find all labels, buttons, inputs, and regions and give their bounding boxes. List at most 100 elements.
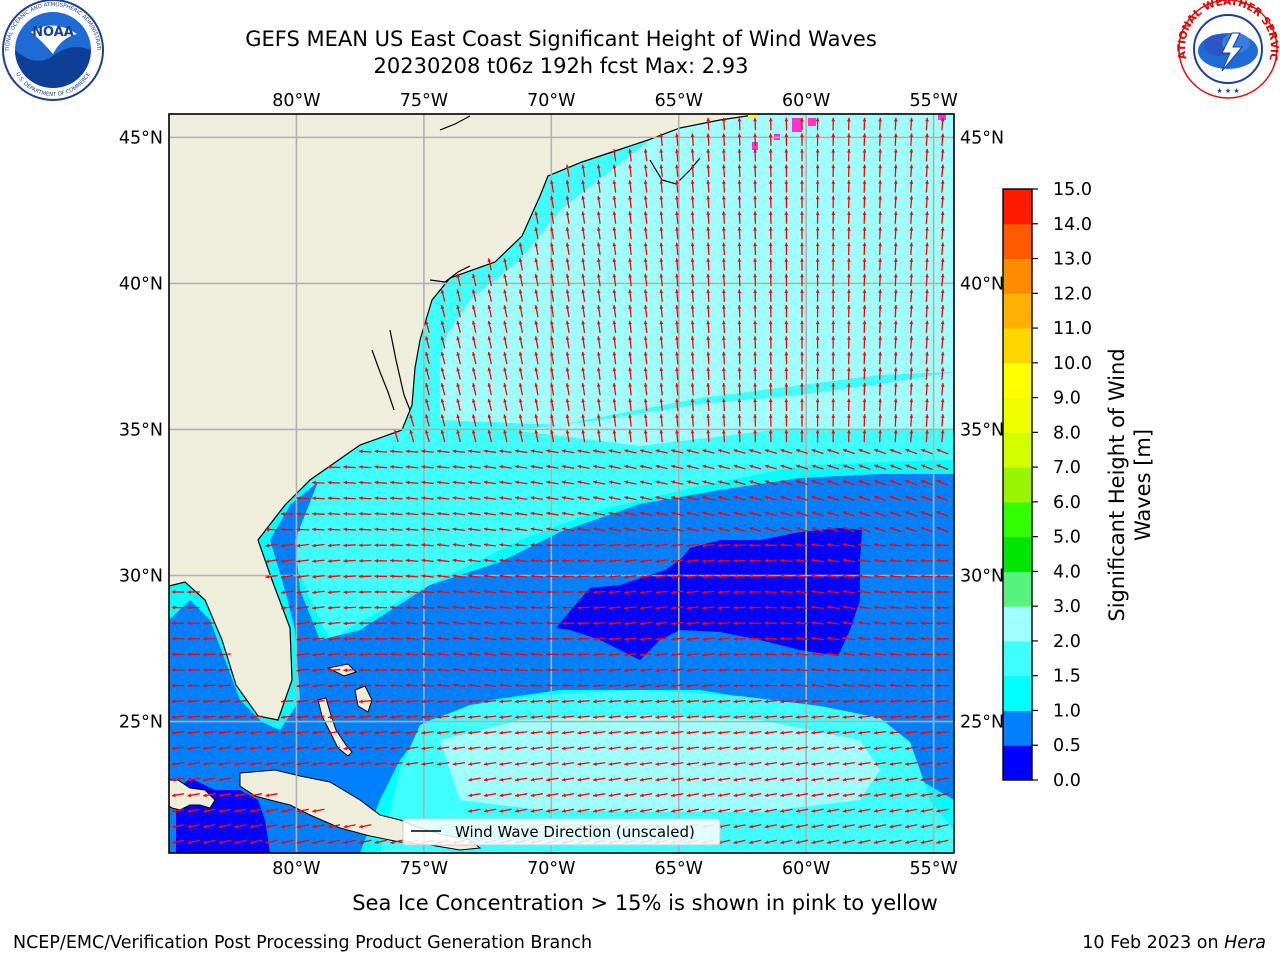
wind-wave-arrow [706, 273, 711, 287]
wind-wave-arrow [671, 527, 684, 532]
wind-wave-arrow [312, 699, 325, 704]
wind-wave-arrow [628, 382, 632, 396]
wind-wave-arrow [706, 226, 711, 240]
longitude-labels: 80°W80°W75°W75°W70°W70°W65°W65°W60°W60°W… [272, 91, 958, 879]
wind-wave-arrow [909, 398, 914, 412]
wind-wave-arrow [749, 839, 762, 845]
wind-wave-arrow [936, 448, 949, 455]
wind-wave-arrow [499, 730, 512, 735]
wind-wave-arrow [780, 558, 793, 563]
wind-wave-arrow [815, 133, 820, 146]
wind-wave-arrow [280, 824, 294, 829]
wind-wave-arrow [624, 715, 637, 720]
wind-wave-arrow [842, 699, 856, 704]
wind-wave-arrow [842, 746, 856, 751]
wind-wave-arrow [768, 304, 773, 318]
wind-wave-arrow [811, 824, 824, 829]
wind-wave-arrow [499, 605, 512, 610]
wind-wave-arrow [296, 839, 309, 845]
wind-wave-arrow [842, 839, 855, 845]
wind-wave-arrow [518, 336, 524, 349]
wind-wave-arrow [815, 336, 820, 349]
wind-wave-arrow [702, 559, 715, 563]
wind-wave-arrow [327, 621, 341, 626]
colorbar-tick-label: 1.0 [1053, 701, 1081, 721]
wind-wave-arrow [624, 652, 637, 657]
wind-wave-arrow [858, 511, 871, 517]
wind-wave-arrow [187, 746, 200, 751]
wind-wave-arrow [858, 667, 871, 672]
wind-wave-arrow [358, 543, 372, 548]
wind-wave-arrow [826, 808, 840, 813]
wind-wave-arrow [784, 242, 789, 256]
wind-wave-arrow [187, 715, 200, 720]
colorbar-tick-label: 5.0 [1053, 528, 1081, 548]
wind-wave-arrow [784, 320, 789, 334]
wind-wave-arrow [815, 211, 820, 224]
wind-wave-arrow [514, 449, 528, 454]
wind-wave-arrow [936, 605, 949, 610]
wind-wave-arrow [581, 258, 586, 271]
wind-wave-arrow [768, 398, 773, 412]
wind-wave-arrow [737, 195, 742, 209]
wind-wave-arrow [518, 273, 524, 287]
wind-wave-arrow [499, 480, 512, 485]
wind-wave-arrow [577, 480, 590, 485]
wind-wave-arrow [721, 414, 726, 427]
wind-wave-arrow [893, 289, 898, 302]
wind-wave-arrow [390, 496, 403, 501]
wind-wave-arrow [499, 527, 512, 532]
wind-wave-arrow [265, 808, 278, 813]
wind-wave-arrow [780, 526, 793, 533]
wind-wave-arrow [612, 304, 617, 318]
wind-wave-arrow [721, 226, 726, 240]
wind-wave-arrow [327, 824, 341, 829]
wind-wave-arrow [643, 148, 648, 162]
wind-wave-arrow [925, 382, 929, 396]
wind-wave-arrow [795, 480, 809, 486]
wind-wave-arrow [675, 180, 679, 193]
wind-wave-arrow [826, 683, 840, 688]
wind-wave-arrow [390, 511, 403, 516]
wind-wave-arrow [940, 164, 945, 178]
wind-wave-arrow [702, 464, 715, 470]
wind-wave-arrow [265, 824, 278, 829]
wind-wave-arrow [343, 559, 356, 563]
wind-wave-arrow [546, 480, 559, 485]
wind-wave-arrow [686, 527, 699, 532]
wind-wave-arrow [608, 543, 622, 548]
wind-wave-arrow [468, 683, 481, 688]
wind-wave-arrow [655, 559, 668, 564]
wind-wave-arrow [831, 195, 836, 209]
wind-wave-arrow [639, 574, 653, 579]
wind-wave-arrow [686, 652, 700, 657]
wind-wave-arrow [721, 117, 726, 131]
wind-wave-arrow [436, 730, 450, 735]
wind-wave-arrow [753, 367, 758, 380]
wind-wave-arrow [596, 304, 601, 318]
wind-wave-arrow [717, 449, 731, 454]
wind-wave-arrow [405, 589, 419, 594]
wind-wave-arrow [846, 351, 851, 365]
wind-wave-arrow [904, 762, 918, 766]
wind-wave-arrow [296, 762, 310, 766]
wind-wave-arrow [456, 367, 461, 380]
wind-wave-arrow [733, 824, 746, 829]
wind-wave-arrow [764, 511, 777, 517]
wind-wave-arrow [675, 304, 679, 318]
wind-wave-arrow [795, 495, 809, 501]
wind-wave-arrow [733, 605, 746, 610]
wind-wave-arrow [702, 621, 715, 626]
wind-wave-arrow [518, 367, 524, 380]
wind-wave-arrow [753, 382, 758, 396]
wind-wave-arrow [717, 559, 731, 563]
wind-wave-arrow [218, 777, 232, 782]
wind-wave-arrow [690, 133, 695, 146]
wind-wave-arrow [550, 414, 555, 427]
wind-wave-arrow [905, 448, 918, 455]
wind-wave-arrow [405, 652, 419, 657]
wind-wave-arrow [858, 589, 871, 594]
wind-wave-arrow [795, 605, 809, 610]
wind-wave-arrow [312, 574, 325, 579]
wind-wave-arrow [904, 793, 918, 798]
